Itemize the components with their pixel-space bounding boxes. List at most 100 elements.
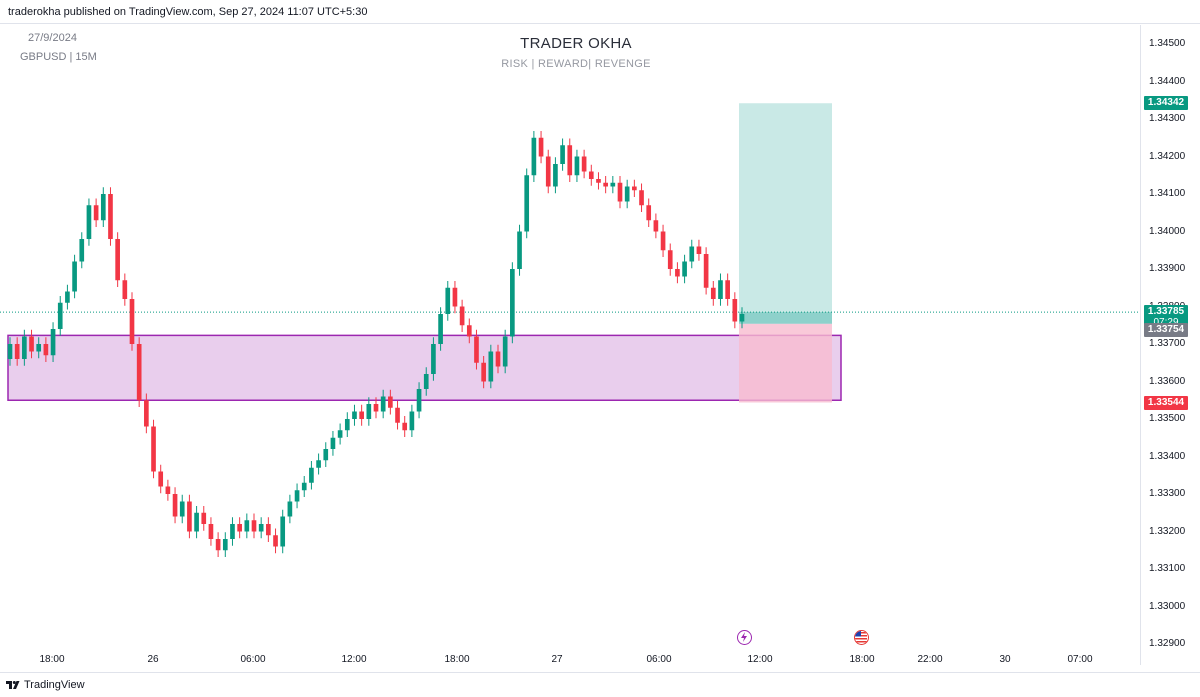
candles-layer bbox=[7, 131, 745, 557]
candle bbox=[144, 393, 149, 434]
x-tick-label: 30 bbox=[999, 654, 1011, 665]
candle bbox=[36, 337, 42, 359]
chart-plot[interactable] bbox=[0, 25, 1140, 665]
tradingview-brand: TradingView bbox=[24, 679, 85, 691]
candle bbox=[280, 509, 286, 554]
candle bbox=[301, 476, 307, 497]
candle bbox=[29, 329, 34, 359]
candle bbox=[423, 367, 429, 396]
candle bbox=[251, 513, 257, 539]
candle bbox=[517, 224, 522, 276]
candle bbox=[129, 292, 135, 351]
candle bbox=[79, 232, 85, 269]
candle bbox=[502, 329, 508, 374]
candle bbox=[344, 412, 350, 437]
candle bbox=[739, 307, 745, 329]
chart-subtitle: RISK | REWARD| REVENGE bbox=[501, 58, 651, 70]
y-tick-label: 1.32900 bbox=[1149, 638, 1186, 649]
candle bbox=[416, 382, 422, 419]
y-tick-label: 1.34200 bbox=[1149, 150, 1186, 162]
candle bbox=[632, 179, 637, 197]
candle bbox=[215, 532, 221, 557]
candle bbox=[703, 247, 709, 295]
tradingview-logo-icon bbox=[6, 681, 20, 689]
candle bbox=[538, 131, 544, 164]
candle bbox=[610, 176, 616, 194]
candle bbox=[72, 254, 77, 299]
candle bbox=[187, 494, 192, 539]
y-tick-label: 1.33000 bbox=[1149, 600, 1186, 612]
x-tick-label: 06:00 bbox=[240, 654, 266, 665]
y-tick-label: 1.33100 bbox=[1149, 563, 1186, 574]
candle bbox=[65, 284, 70, 310]
x-tick-label: 18:00 bbox=[39, 654, 65, 665]
candle bbox=[244, 513, 250, 539]
y-tick-label: 1.34400 bbox=[1149, 75, 1186, 87]
candle bbox=[258, 517, 264, 539]
price-axis[interactable] bbox=[1140, 25, 1200, 665]
position-layer bbox=[739, 103, 832, 403]
candle-countdown: 07:29 bbox=[1144, 317, 1188, 329]
x-tick-label: 12:00 bbox=[341, 654, 367, 665]
y-tick-label: 1.33600 bbox=[1149, 375, 1186, 387]
candle bbox=[323, 442, 329, 467]
candle bbox=[689, 239, 695, 269]
chart-symbol: GBPUSD | 15M bbox=[20, 51, 97, 63]
candle bbox=[122, 273, 128, 306]
lightning-event-icon[interactable] bbox=[737, 630, 752, 645]
candle bbox=[667, 243, 673, 276]
candle bbox=[86, 198, 92, 246]
candle bbox=[151, 419, 156, 479]
stop-price-label: 1.33544 bbox=[1144, 395, 1188, 410]
candle bbox=[366, 397, 372, 426]
candle bbox=[266, 517, 271, 542]
candle bbox=[294, 483, 300, 509]
candle bbox=[560, 138, 565, 171]
candle bbox=[7, 337, 13, 366]
candle bbox=[732, 292, 738, 329]
candle bbox=[581, 149, 587, 179]
candle bbox=[682, 254, 687, 284]
candle bbox=[50, 322, 56, 362]
chart-title: TRADER OKHA bbox=[520, 35, 632, 52]
candle bbox=[603, 176, 608, 194]
y-tick-label: 1.33700 bbox=[1149, 338, 1186, 349]
position-target-zone bbox=[739, 103, 832, 324]
candle bbox=[510, 262, 515, 344]
candle bbox=[675, 262, 680, 284]
x-tick-label: 22:00 bbox=[917, 654, 943, 665]
candle bbox=[466, 318, 472, 344]
candle bbox=[108, 187, 113, 246]
candle bbox=[574, 149, 580, 182]
candle bbox=[718, 273, 723, 306]
candle bbox=[172, 487, 178, 524]
candle bbox=[316, 453, 321, 475]
candle bbox=[495, 344, 501, 374]
candle bbox=[330, 431, 336, 456]
candle bbox=[179, 494, 185, 524]
candle bbox=[481, 356, 486, 389]
candle bbox=[553, 157, 558, 194]
candle bbox=[14, 337, 20, 366]
candle bbox=[273, 528, 278, 554]
candle bbox=[359, 404, 364, 426]
y-tick-label: 1.33500 bbox=[1149, 413, 1186, 424]
candle bbox=[452, 281, 458, 314]
zone-layer bbox=[7, 334, 842, 401]
candle bbox=[93, 198, 99, 227]
candle bbox=[567, 138, 573, 182]
demand-zone-rect bbox=[7, 334, 842, 401]
candle bbox=[409, 404, 415, 437]
x-tick-label: 12:00 bbox=[747, 654, 773, 665]
candle bbox=[201, 506, 207, 531]
x-tick-label: 18:00 bbox=[849, 654, 875, 665]
candle bbox=[373, 397, 379, 419]
candle bbox=[445, 281, 451, 321]
candle bbox=[660, 224, 666, 257]
candle bbox=[57, 296, 63, 336]
candle bbox=[710, 281, 716, 306]
candle bbox=[639, 183, 644, 212]
y-tick-label: 1.33200 bbox=[1149, 525, 1186, 537]
candle bbox=[438, 307, 443, 351]
us-flag-event-icon[interactable] bbox=[854, 630, 869, 645]
